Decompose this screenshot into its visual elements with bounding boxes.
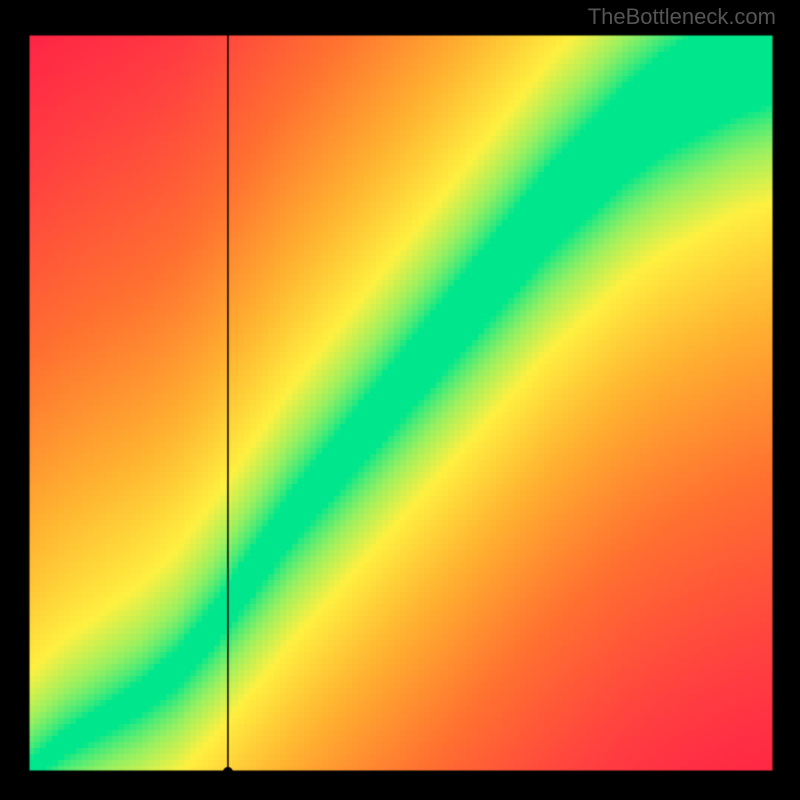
bottleneck-heatmap (0, 0, 800, 800)
watermark-label: TheBottleneck.com (588, 4, 776, 30)
chart-container: TheBottleneck.com (0, 0, 800, 800)
